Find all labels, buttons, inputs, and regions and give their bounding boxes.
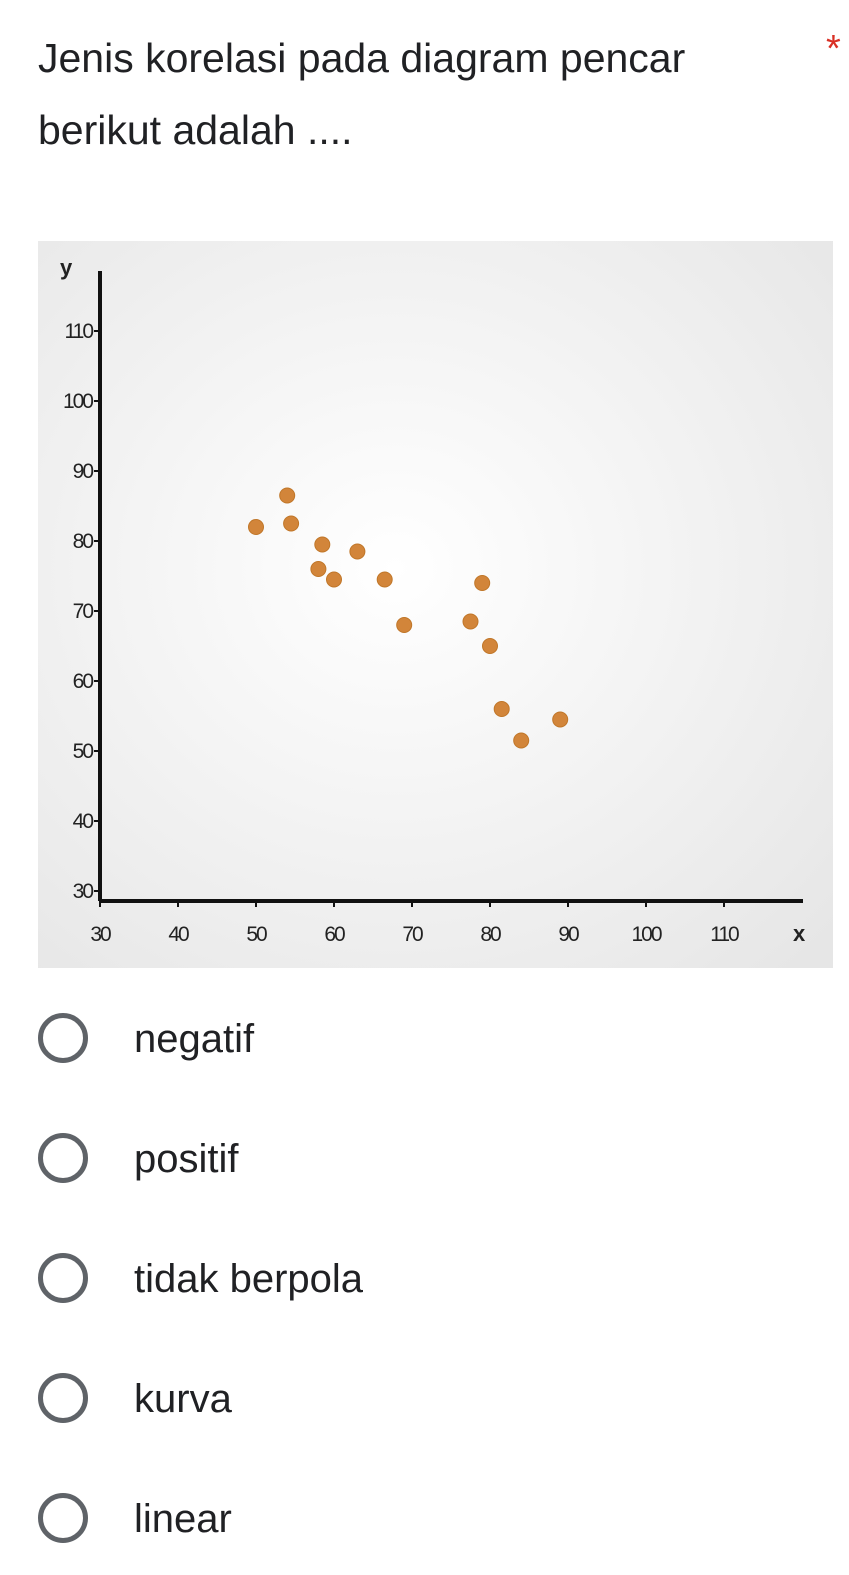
scatter-point [493,701,510,717]
radio-button[interactable] [38,1133,88,1183]
scatter-point [248,519,264,535]
question-title: Jenis korelasi pada diagram pencar berik… [38,35,686,153]
y-tick-label: 30 [73,880,94,903]
y-tick-label: 70 [73,600,94,623]
x-tick-label: 70 [402,923,423,946]
scatter-point [376,571,393,588]
x-axis-label: x [793,921,806,946]
option-label: tidak berpola [134,1257,364,1301]
scatter-chart: y x 30 40 50 60 70 80 90 100 110 30 40 50 60 70 80 90 10… [38,241,833,968]
scatter-point [349,543,366,560]
scatter-point [314,536,331,553]
x-tick-label: 100 [631,923,661,946]
scatter-chart-svg: y x 30 40 50 60 70 80 90 100 110 30 40 50 60 70 80 90 10… [38,241,833,968]
y-tick-label: 100 [63,390,93,413]
scatter-point [279,487,296,504]
chart-background [38,241,833,968]
option-label: negatif [134,1017,255,1061]
y-axis-label: y [60,255,73,280]
option-label: kurva [134,1377,232,1421]
x-tick-label: 40 [168,923,189,946]
scatter-point [552,711,569,728]
radio-button[interactable] [38,1253,88,1303]
x-tick-label: 50 [246,923,267,946]
required-asterisk: * [826,28,841,70]
scatter-point [474,575,491,591]
x-tick-label: 90 [558,923,579,946]
x-tick-label: 110 [710,923,739,946]
y-tick-label: 40 [73,810,94,833]
scatter-point [462,613,479,630]
radio-button[interactable] [38,1373,88,1423]
scatter-point [283,515,300,532]
option-tidak-berpola[interactable]: tidak berpola [0,1225,849,1335]
scatter-point [326,571,342,588]
radio-button[interactable] [38,1013,88,1063]
x-tick-label: 80 [480,923,501,946]
radio-button[interactable] [38,1493,88,1543]
scatter-point [310,561,327,577]
option-label: positif [134,1137,239,1181]
option-positif[interactable]: positif [0,1105,849,1215]
scatter-point [482,638,498,654]
option-kurva[interactable]: kurva [0,1345,849,1455]
x-tick-label: 30 [90,923,111,946]
x-tick-label: 60 [324,923,345,946]
y-tick-label: 60 [73,670,94,693]
option-label: linear [134,1497,232,1541]
y-tick-label: 110 [65,320,94,343]
option-linear[interactable]: linear [0,1465,849,1575]
y-tick-label: 50 [73,740,94,763]
scatter-point [396,617,413,633]
option-negatif[interactable]: negatif [0,985,849,1095]
y-tick-label: 90 [73,460,94,483]
y-tick-label: 80 [73,530,94,553]
scatter-point [513,732,530,749]
